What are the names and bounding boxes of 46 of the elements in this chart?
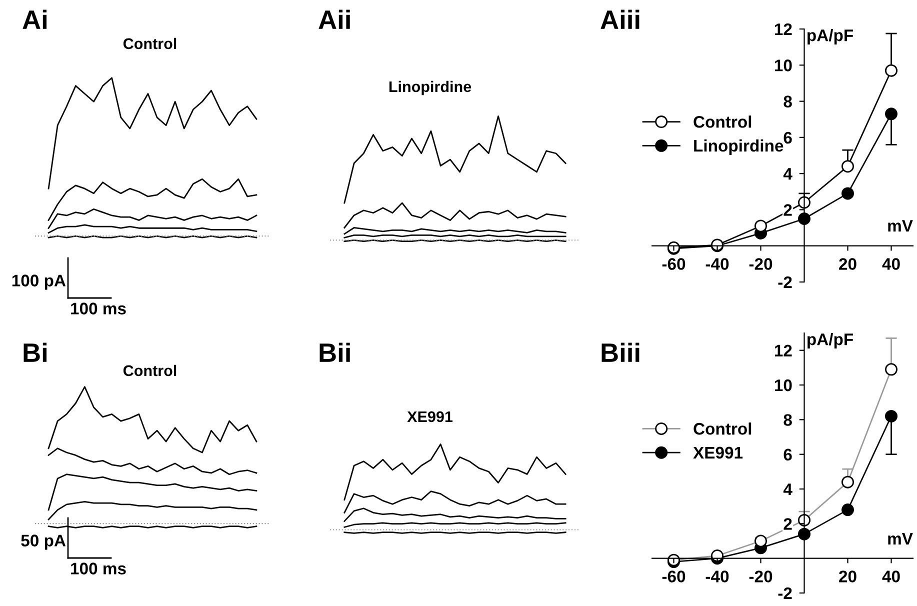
x-tick-label: 20 — [839, 258, 856, 270]
x-tick-label: -60 — [662, 258, 686, 270]
legend-label: Linopirdine — [694, 139, 784, 155]
chart-subtitle: Control — [123, 38, 176, 50]
y-axis-title: pA/pF — [808, 333, 854, 349]
y-tick-label: 2 — [784, 518, 792, 530]
y-tick-label: -2 — [778, 587, 792, 600]
chart-title: Aii — [318, 10, 350, 29]
y-tick-label: 8 — [784, 414, 792, 426]
chart-subtitle: Control — [123, 364, 176, 376]
x-tick-label: -20 — [749, 570, 772, 582]
chart-subtitle: Linopirdine — [389, 80, 472, 96]
x-axis-title: mV — [888, 220, 913, 232]
text: 100 ms — [71, 562, 126, 574]
x-tick-label: -40 — [706, 258, 729, 270]
y-tick-label: 6 — [784, 448, 792, 461]
y-tick-label: 4 — [783, 484, 792, 496]
y-tick-label: 2 — [784, 204, 792, 216]
legend-label: XE991 — [693, 446, 743, 459]
text: 100 pA — [12, 274, 66, 290]
x-tick-label: 40 — [882, 258, 900, 270]
x-tick-label: 20 — [839, 570, 856, 582]
x-tick-label: -60 — [662, 570, 686, 582]
y-tick-label: 8 — [784, 96, 792, 108]
chart-title: Aiii — [600, 10, 640, 29]
y-tick-label: 12 — [774, 344, 792, 356]
chart-title: Bii — [320, 342, 350, 362]
x-tick-label: 40 — [882, 570, 900, 582]
legend-label: Control — [694, 422, 752, 435]
y-tick-label: 10 — [774, 60, 792, 72]
y-tick-label: -2 — [778, 276, 792, 288]
x-tick-label: -20 — [749, 258, 772, 270]
text: 100 ms — [71, 302, 126, 314]
y-tick-label: 12 — [774, 23, 792, 36]
y-tick-label: 10 — [774, 379, 792, 392]
chart-title: Bi — [24, 342, 47, 362]
x-axis-title: mV — [888, 533, 913, 544]
x-tick-label: -40 — [706, 570, 729, 582]
chart-title: Ai — [22, 10, 47, 29]
text: 50 pA — [21, 534, 66, 550]
y-tick-label: 6 — [784, 132, 792, 144]
y-tick-label: 4 — [783, 168, 792, 180]
y-axis-title: pA/pF — [808, 29, 854, 45]
chart-subtitle: XE991 — [407, 411, 453, 422]
legend-label: Control — [694, 116, 752, 128]
chart-title: Biii — [602, 342, 640, 362]
